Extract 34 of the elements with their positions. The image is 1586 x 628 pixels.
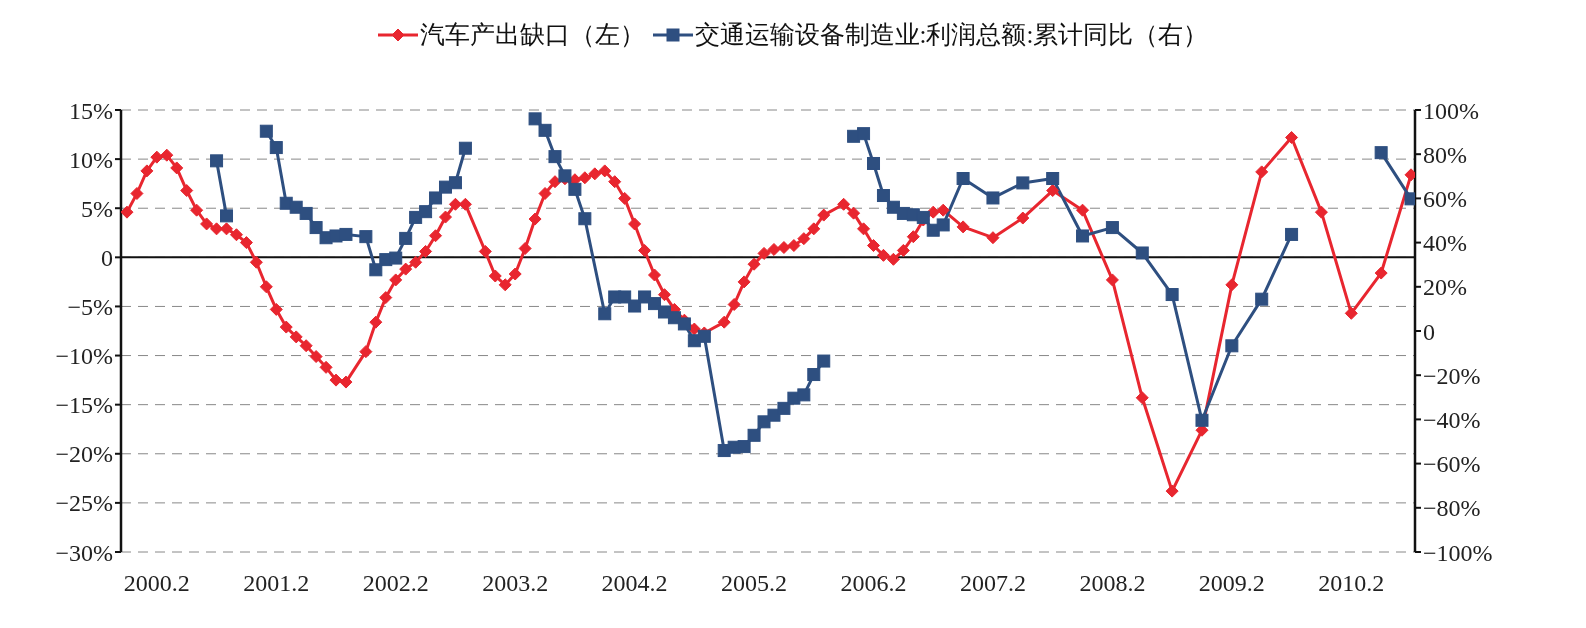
y2-tick-label: 80% bbox=[1423, 141, 1467, 168]
y2-tick-label: −80% bbox=[1423, 495, 1481, 522]
y2-tick-label: 100% bbox=[1423, 97, 1479, 124]
y-tick-label: −15% bbox=[55, 392, 113, 419]
x-tick-label: 2002.2 bbox=[362, 570, 429, 597]
y2-tick-label: 40% bbox=[1423, 230, 1467, 257]
x-tick-label: 2007.2 bbox=[959, 570, 1026, 597]
x-tick-label: 2003.2 bbox=[482, 570, 549, 597]
x-tick-label: 2008.2 bbox=[1079, 570, 1146, 597]
x-tick-label: 2010.2 bbox=[1318, 570, 1385, 597]
y-tick-label: −10% bbox=[55, 343, 113, 370]
legend-label: 交通运输设备制造业:利润总额:累计同比（右） bbox=[694, 20, 1209, 50]
y-tick-label: 0 bbox=[101, 244, 113, 271]
y2-tick-label: 0 bbox=[1423, 318, 1435, 345]
y2-tick-label: −40% bbox=[1423, 406, 1481, 433]
x-tick-label: 2009.2 bbox=[1198, 570, 1265, 597]
y-tick-label: 5% bbox=[81, 195, 113, 222]
y2-tick-label: 20% bbox=[1423, 274, 1467, 301]
x-tick-label: 2005.2 bbox=[721, 570, 788, 597]
x-tick-label: 2001.2 bbox=[243, 570, 310, 597]
y2-tick-label: −20% bbox=[1423, 362, 1481, 389]
y-tick-label: −25% bbox=[55, 490, 113, 517]
y-tick-label: 10% bbox=[69, 146, 113, 173]
legend-label: 汽车产出缺口（左） bbox=[419, 20, 645, 50]
y-tick-label: 15% bbox=[69, 97, 113, 124]
x-tick-label: 2000.2 bbox=[123, 570, 190, 597]
x-tick-label: 2006.2 bbox=[840, 570, 907, 597]
y-tick-label: −30% bbox=[55, 539, 113, 566]
y-tick-label: −20% bbox=[55, 441, 113, 468]
y-tick-label: −5% bbox=[67, 293, 113, 320]
y2-tick-label: −60% bbox=[1423, 451, 1481, 478]
y2-tick-label: 60% bbox=[1423, 185, 1467, 212]
y2-tick-label: −100% bbox=[1423, 539, 1493, 566]
x-tick-label: 2004.2 bbox=[601, 570, 668, 597]
